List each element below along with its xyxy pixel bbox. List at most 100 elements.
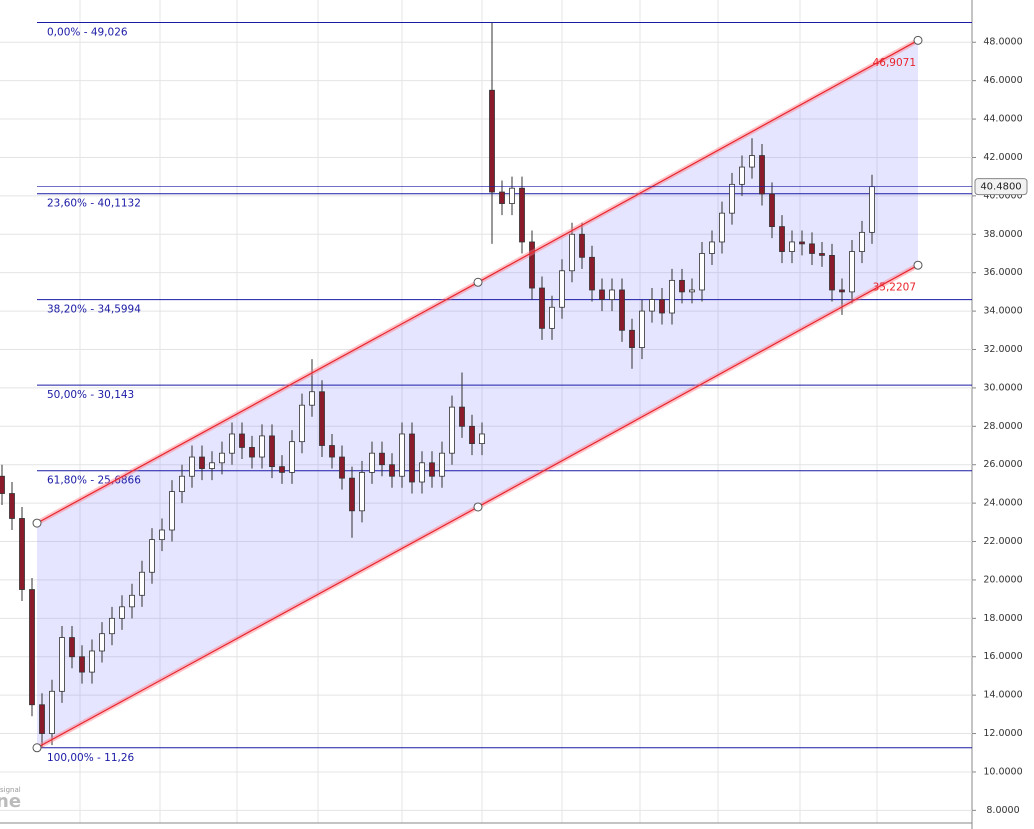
candle-body <box>429 462 435 477</box>
candle-body <box>159 529 165 541</box>
candle-body <box>389 464 395 477</box>
y-tick-label: 36.0000 <box>983 267 1022 278</box>
y-tick-label: 26.0000 <box>983 459 1022 470</box>
fib-label: 61,80% - 25,6866 <box>47 475 141 487</box>
y-tick-label: 8.0000 <box>986 805 1019 816</box>
candle-body <box>769 193 775 227</box>
candle-body <box>9 493 15 519</box>
last-price-label: 40.4800 <box>980 182 1021 193</box>
candle-body <box>129 594 135 608</box>
candle-body <box>609 289 615 300</box>
channel-handle <box>913 260 923 270</box>
candle-body <box>739 166 745 185</box>
channel-label: 35,2207 <box>873 282 916 294</box>
fib-label: 100,00% - 11,26 <box>47 752 135 764</box>
y-tick-label: 10.0000 <box>983 766 1022 777</box>
candle-body <box>49 690 55 734</box>
y-tick-label: 16.0000 <box>983 651 1022 662</box>
candle-body <box>689 289 695 293</box>
candle-body <box>109 617 115 635</box>
channel-handle <box>32 518 42 528</box>
candle-body <box>849 251 855 293</box>
candle-body <box>209 462 215 469</box>
channel-handle <box>32 743 42 753</box>
candle-body <box>179 475 185 493</box>
candle-body <box>559 270 565 308</box>
y-tick-label: 28.0000 <box>983 421 1022 432</box>
candle-body <box>599 289 605 300</box>
candle-body <box>709 241 715 254</box>
candle-body <box>829 255 835 291</box>
candle-body <box>229 433 235 454</box>
candle-body <box>669 279 675 314</box>
y-tick-label: 44.0000 <box>983 114 1022 125</box>
candle-body <box>0 475 5 494</box>
candle-body <box>589 256 595 291</box>
candle-body <box>659 299 665 314</box>
candle-body <box>719 212 725 243</box>
candle-body <box>339 456 345 479</box>
candle-body <box>249 447 255 458</box>
candle-body <box>89 650 95 673</box>
candle-body <box>279 466 285 473</box>
candle-body <box>69 637 75 658</box>
y-tick-label: 20.0000 <box>983 574 1022 585</box>
candle-body <box>869 186 875 233</box>
candle-body <box>79 656 85 673</box>
fib-label: 0,00% - 49,026 <box>47 27 128 39</box>
candle-body <box>549 306 555 329</box>
candle-body <box>799 241 805 245</box>
candle-body <box>499 191 505 204</box>
candle-body <box>779 226 785 252</box>
candle-body <box>399 433 405 477</box>
candle-body <box>39 704 45 734</box>
candle-body <box>859 231 865 252</box>
channel-handle <box>473 277 483 287</box>
y-tick-label: 38.0000 <box>983 229 1022 240</box>
candle-body <box>139 571 145 596</box>
candle-body <box>619 289 625 331</box>
candle-body <box>99 633 105 652</box>
candle-body <box>809 243 815 254</box>
fib-label: 50,00% - 30,143 <box>47 389 134 401</box>
fib-label: 38,20% - 34,5994 <box>47 304 141 316</box>
candle-body <box>259 435 265 458</box>
candle-body <box>29 589 35 706</box>
y-tick-label: 32.0000 <box>983 344 1022 355</box>
candle-body <box>199 456 205 469</box>
y-tick-label: 34.0000 <box>983 306 1022 317</box>
candle-body <box>349 477 355 512</box>
y-tick-label: 48.0000 <box>983 37 1022 48</box>
y-tick-label: 42.0000 <box>983 152 1022 163</box>
candle-body <box>509 187 515 204</box>
y-tick-label: 22.0000 <box>983 536 1022 547</box>
candle-body <box>639 310 645 348</box>
logo-text: signal <box>0 786 21 794</box>
candle-body <box>569 233 575 272</box>
candle-body <box>189 456 195 477</box>
candle-body <box>169 491 175 531</box>
candle-body <box>369 452 375 473</box>
fib-label: 23,60% - 40,1132 <box>47 198 141 210</box>
candle-body <box>309 391 315 406</box>
candle-body <box>749 155 755 168</box>
y-tick-label: 14.0000 <box>983 690 1022 701</box>
candle-body <box>839 289 845 293</box>
candle-body <box>449 406 455 454</box>
y-tick-label: 40.0000 <box>983 190 1022 201</box>
candle-body <box>479 433 485 444</box>
channel-fill <box>37 40 918 748</box>
y-tick-label: 30.0000 <box>983 382 1022 393</box>
candle-body <box>629 329 635 348</box>
candle-body <box>409 433 415 483</box>
last-price-badge <box>974 178 1028 196</box>
candle-body <box>759 155 765 195</box>
candle-body <box>59 637 65 692</box>
candle-body <box>469 425 475 444</box>
candle-body <box>489 89 495 193</box>
y-tick-label: 18.0000 <box>983 613 1022 624</box>
channel-label: 46,9071 <box>873 57 916 69</box>
candle-body <box>459 406 465 427</box>
candle-body <box>19 518 25 590</box>
